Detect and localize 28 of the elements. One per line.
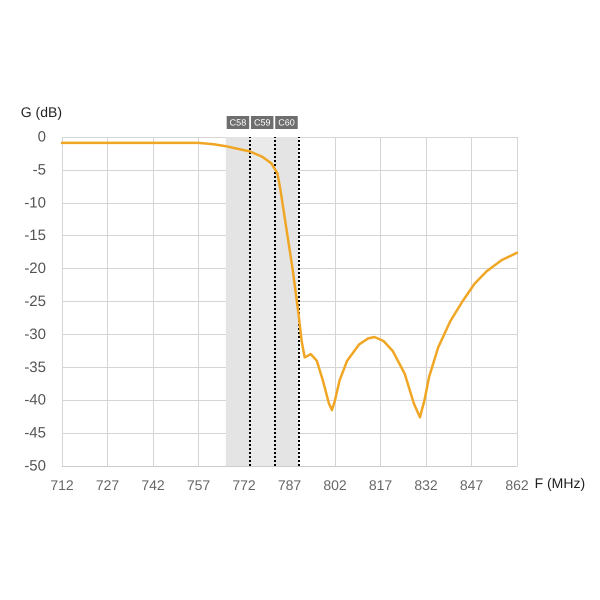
y-tick-label: -35 bbox=[24, 358, 46, 376]
band-label: C59 bbox=[254, 118, 270, 128]
y-tick-label: -50 bbox=[24, 458, 46, 474]
x-tick-label: 862 bbox=[505, 477, 529, 493]
y-tick-label: -20 bbox=[24, 260, 46, 278]
y-tick-label: -10 bbox=[24, 194, 46, 212]
x-tick-label: 772 bbox=[232, 477, 256, 493]
x-tick-label: 847 bbox=[460, 477, 484, 493]
band-label: C60 bbox=[278, 118, 295, 128]
x-tick-label: 817 bbox=[368, 477, 392, 493]
y-axis-title: G (dB) bbox=[20, 104, 62, 120]
y-tick-label: -5 bbox=[32, 161, 46, 178]
y-tick-label: -45 bbox=[24, 424, 46, 442]
x-tick-label: 742 bbox=[141, 477, 165, 493]
x-tick-label: 757 bbox=[186, 477, 210, 493]
x-tick-label: 727 bbox=[96, 477, 120, 493]
y-tick-label: -25 bbox=[24, 293, 46, 310]
y-tick-label: -30 bbox=[24, 326, 46, 343]
x-tick-label: 802 bbox=[323, 477, 347, 493]
band-label: C58 bbox=[230, 118, 246, 128]
x-tick-label: 787 bbox=[278, 477, 302, 493]
y-tick-label: -15 bbox=[24, 227, 46, 244]
y-tick-label: -40 bbox=[24, 392, 46, 409]
x-axis-title: F (MHz) bbox=[534, 475, 586, 491]
x-tick-label: 832 bbox=[414, 477, 438, 493]
line-series bbox=[60, 142, 518, 419]
y-tick-label: 0 bbox=[38, 128, 46, 146]
x-tick-label: 712 bbox=[50, 477, 74, 493]
